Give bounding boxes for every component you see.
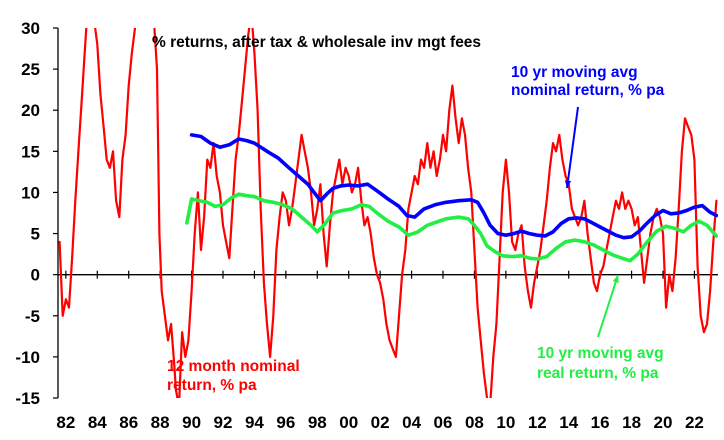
y-tick-label: -5 bbox=[25, 307, 40, 326]
x-tick-label: 98 bbox=[308, 413, 327, 432]
x-tick-label: 10 bbox=[496, 413, 515, 432]
x-tick-label: 06 bbox=[434, 413, 453, 432]
x-tick-label: 96 bbox=[276, 413, 295, 432]
annotation-text: 10 yr moving avg bbox=[537, 345, 664, 362]
y-tick-label: 0 bbox=[31, 266, 40, 285]
axes: 30 25 20 15 10 5 0 -5 -10 -15 82 84 86 88 90 92 94 96 98 00… bbox=[15, 19, 718, 432]
annotation-text: 10 yr moving avg bbox=[511, 64, 638, 81]
x-tick-label: 92 bbox=[214, 413, 233, 432]
series-group bbox=[58, 28, 718, 398]
annotation-arrow bbox=[566, 106, 579, 189]
annotation-3: 12 month nominal return, % pa bbox=[167, 358, 300, 394]
y-tick-label: 20 bbox=[21, 101, 40, 120]
annotation-text: nominal return, % pa bbox=[511, 82, 665, 99]
x-tick-label: 22 bbox=[685, 413, 704, 432]
annotation-arrowhead bbox=[612, 275, 619, 283]
annotation-text: real return, % pa bbox=[537, 365, 659, 382]
annotation-text: return, % pa bbox=[167, 377, 257, 394]
x-tick-label: 86 bbox=[119, 413, 138, 432]
x-tick-label: 90 bbox=[182, 413, 201, 432]
series-line-3 bbox=[185, 192, 718, 263]
x-tick-label: 12 bbox=[528, 413, 547, 432]
x-tick-label: 84 bbox=[88, 413, 107, 432]
chart-title: % returns, after tax & wholesale inv mgt… bbox=[152, 34, 481, 51]
y-tick-label: 5 bbox=[31, 225, 40, 244]
y-tick-label: -15 bbox=[15, 389, 40, 408]
annotation-2: 10 yr moving avg real return, % pa bbox=[537, 274, 664, 382]
y-tick-label: 10 bbox=[21, 183, 40, 202]
y-tick-label: -10 bbox=[15, 348, 40, 367]
x-tick-label: 14 bbox=[559, 413, 578, 432]
x-tick-label: 16 bbox=[591, 413, 610, 432]
x-tick-label: 18 bbox=[622, 413, 641, 432]
y-tick-label: 15 bbox=[21, 142, 40, 161]
x-tick-label: 20 bbox=[654, 413, 673, 432]
x-tick-label: 94 bbox=[245, 413, 264, 432]
x-tick-label: 82 bbox=[56, 413, 75, 432]
series-line-2 bbox=[189, 133, 718, 240]
x-tick-label: 88 bbox=[151, 413, 170, 432]
x-tick-label: 04 bbox=[402, 413, 421, 432]
y-tick-label: 30 bbox=[21, 19, 40, 38]
x-tick-label: 02 bbox=[371, 413, 390, 432]
y-tick-label: 25 bbox=[21, 60, 40, 79]
x-tick-label: 08 bbox=[465, 413, 484, 432]
annotation-arrow bbox=[597, 274, 619, 338]
annotation-text: 12 month nominal bbox=[167, 358, 300, 375]
annotation-arrowhead bbox=[564, 180, 572, 188]
x-tick-label: 00 bbox=[339, 413, 358, 432]
